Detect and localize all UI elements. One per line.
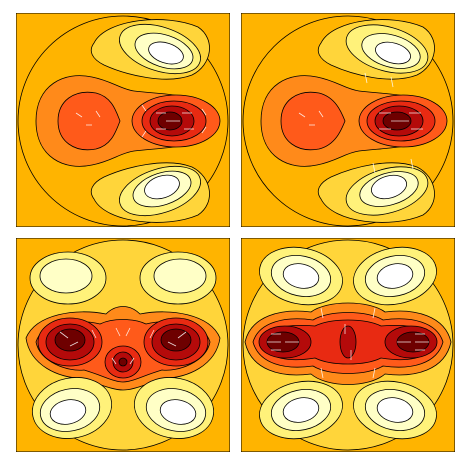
top-left-cool-core bbox=[282, 263, 320, 289]
top-left-cool-l2 bbox=[39, 258, 93, 294]
vector-field bbox=[298, 72, 423, 174]
vector-field bbox=[267, 307, 429, 379]
bottom-right-cool-core bbox=[376, 397, 414, 423]
top-lobe-core bbox=[148, 41, 184, 65]
bottom-lobe-core bbox=[144, 174, 180, 200]
center-hot-core bbox=[118, 357, 128, 367]
contour-plot-bottom-right bbox=[241, 238, 455, 452]
left-lobe bbox=[57, 91, 121, 151]
bottom-left-cool-core bbox=[282, 397, 320, 423]
top-right-cool-l2 bbox=[153, 258, 207, 294]
right-hot-core bbox=[160, 328, 192, 352]
bottom-lobe-core bbox=[371, 174, 407, 200]
center-hot-inner bbox=[339, 325, 357, 359]
bottom-left-cool-core bbox=[49, 399, 87, 425]
mode-plot-top-left bbox=[16, 13, 230, 227]
top-right-cool-core bbox=[376, 263, 414, 289]
vector-field bbox=[75, 104, 207, 138]
top-lobe-core bbox=[375, 41, 411, 65]
left-hot-core bbox=[54, 328, 86, 352]
mode-plot-top-right bbox=[241, 13, 455, 227]
bottom-right-cool-core bbox=[159, 399, 197, 425]
left-lobe bbox=[280, 91, 346, 151]
mode-plot-bottom-right bbox=[241, 238, 455, 452]
contour-plot-top-left bbox=[16, 13, 230, 227]
vector-field bbox=[59, 327, 187, 365]
mode-plot-bottom-left bbox=[16, 238, 230, 452]
contour-plot-top-right bbox=[241, 13, 455, 227]
contour-plot-bottom-left bbox=[16, 238, 230, 452]
